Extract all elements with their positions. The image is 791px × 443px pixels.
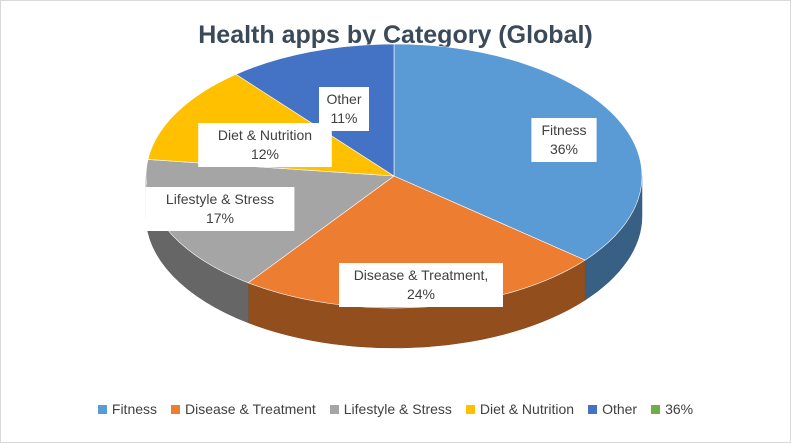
data-label-line: 12% (251, 146, 279, 162)
data-label-line: Lifestyle & Stress (166, 191, 274, 207)
legend-label: Fitness (111, 401, 158, 417)
legend-swatch (465, 404, 475, 414)
data-label-disease-treatment: Disease & Treatment, 24% (339, 263, 503, 307)
legend-item: Disease & Treatment (171, 401, 316, 417)
chart-legend: Fitness Disease & Treatment Lifestyle & St… (1, 401, 790, 417)
legend-label: Other (602, 401, 638, 417)
pie-slice-other (235, 43, 395, 177)
data-label-line: 11% (331, 110, 358, 126)
legend-swatch (329, 404, 339, 414)
data-label-lifestyle-stress: Lifestyle & Stress 17% (145, 187, 295, 231)
data-label-other: Other 11% (319, 87, 369, 131)
legend-label: Diet & Nutrition (479, 401, 575, 417)
data-label-line: 17% (206, 210, 234, 226)
legend-swatch (97, 404, 107, 414)
legend-swatch (588, 404, 598, 414)
data-label-line: 24% (407, 286, 435, 302)
data-label-fitness: Fitness 36% (531, 118, 597, 162)
pie-slice-fitness (393, 43, 643, 261)
legend-swatch (171, 404, 181, 414)
data-label-line: Fitness (541, 122, 586, 138)
legend-item: Fitness (97, 401, 158, 417)
data-label-diet-nutrition: Diet & Nutrition 12% (198, 123, 332, 167)
data-label-line: Other (326, 91, 361, 107)
legend-label: 36% (665, 401, 694, 417)
legend-label: Disease & Treatment (185, 401, 316, 417)
legend-item: Lifestyle & Stress (329, 401, 452, 417)
data-label-line: Diet & Nutrition (218, 127, 312, 143)
legend-item: Other (588, 401, 637, 417)
legend-item: 36% (651, 401, 693, 417)
legend-label: Lifestyle & Stress (343, 401, 452, 417)
legend-item: Diet & Nutrition (465, 401, 575, 417)
legend-swatch (651, 404, 661, 414)
data-label-line: 36% (550, 141, 578, 157)
data-label-line: Disease & Treatment, (354, 267, 489, 283)
